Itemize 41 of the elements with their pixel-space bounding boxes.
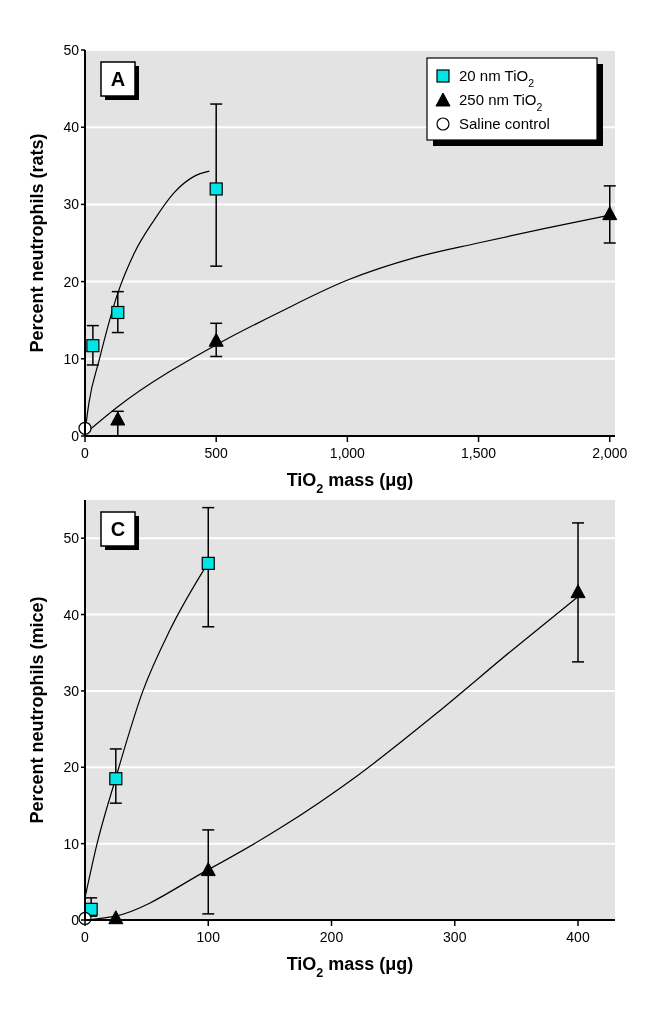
x-tick-label: 500 bbox=[204, 445, 229, 461]
y-tick-label: 20 bbox=[63, 273, 80, 290]
point bbox=[110, 411, 126, 426]
x-tick-label: 1,000 bbox=[329, 445, 366, 461]
y-axis-title: Percent neutrophils (mice) bbox=[27, 596, 47, 824]
x-axis-title: TiO$_{2}$ mass (μg) bbox=[286, 470, 414, 496]
annotation: C bbox=[110, 518, 126, 540]
x-tick-label: 1,500 bbox=[461, 445, 497, 461]
y-tick-label: 0 bbox=[71, 912, 80, 928]
y-tick-label: 50 bbox=[63, 42, 80, 58]
x-tick-label: 2,000 bbox=[592, 445, 628, 461]
point bbox=[111, 305, 125, 320]
x-tick-label: 200 bbox=[319, 929, 344, 945]
point bbox=[208, 332, 224, 347]
legend-label: 250 nm TiO$_{2}$ bbox=[459, 91, 543, 113]
legend-label: Saline control bbox=[459, 115, 550, 132]
y-tick-label: 40 bbox=[63, 119, 80, 136]
x-tick-label: 0 bbox=[81, 929, 90, 945]
x-tick-label: 0 bbox=[81, 445, 90, 461]
y-tick-label: 10 bbox=[63, 350, 80, 367]
y-tick-label: 30 bbox=[63, 682, 80, 699]
y-tick-label: 20 bbox=[63, 759, 80, 776]
y-tick-label: 0 bbox=[71, 428, 80, 444]
point bbox=[201, 556, 215, 570]
point bbox=[200, 862, 216, 877]
point bbox=[570, 584, 586, 599]
x-tick-label: 300 bbox=[443, 929, 467, 945]
y-axis-title: Percent neutrophils (rats) bbox=[27, 133, 47, 353]
x-tick-label: 400 bbox=[566, 929, 590, 945]
point bbox=[86, 339, 100, 353]
legend-label: 20 nm TiO$_{2}$ bbox=[459, 67, 535, 89]
point bbox=[209, 182, 223, 196]
point bbox=[602, 206, 618, 221]
point bbox=[109, 772, 123, 786]
y-tick-label: 50 bbox=[63, 530, 80, 547]
x-axis-title: TiO$_{2}$ mass (μg) bbox=[286, 954, 414, 980]
y-tick-label: 10 bbox=[63, 835, 80, 852]
x-tick-label: 100 bbox=[196, 929, 221, 945]
y-tick-label: 40 bbox=[63, 606, 80, 623]
y-tick-label: 30 bbox=[63, 196, 80, 213]
annotation: A bbox=[110, 68, 126, 90]
